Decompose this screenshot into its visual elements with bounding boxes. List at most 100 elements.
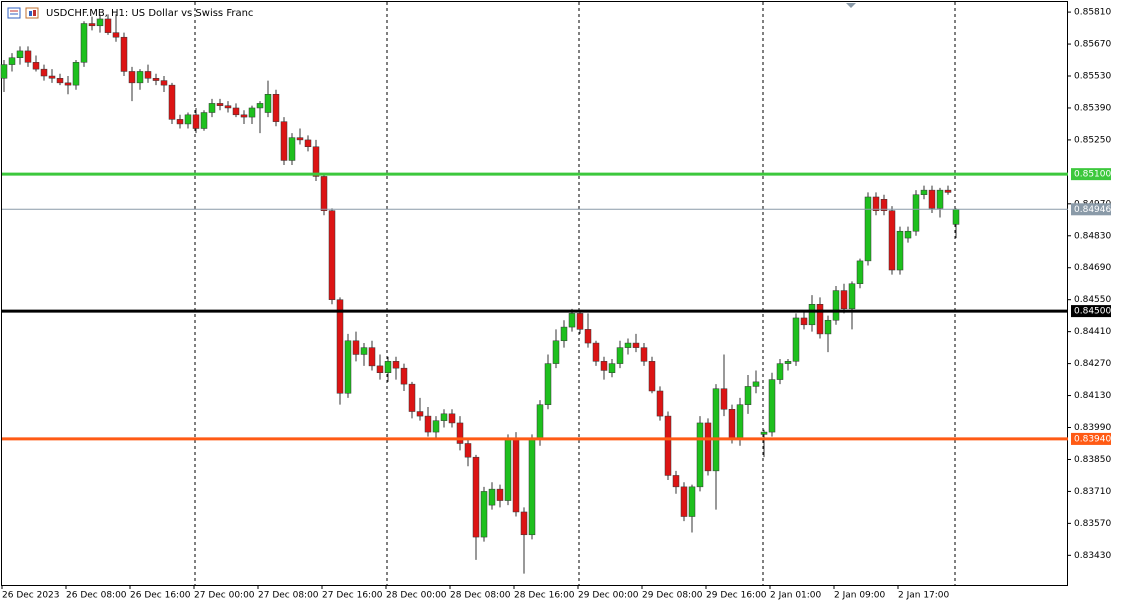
y-tick-label: 0.84130 xyxy=(1074,391,1111,401)
candle-body xyxy=(80,23,88,63)
candle-body xyxy=(440,413,448,421)
candle-body xyxy=(304,139,312,148)
candle-body xyxy=(880,199,888,211)
candle-body xyxy=(856,260,864,284)
candle-body xyxy=(328,210,336,300)
candle-body xyxy=(16,50,24,58)
candle-body xyxy=(96,18,104,27)
candle-body xyxy=(624,342,632,348)
candle-body xyxy=(904,230,912,239)
candle-body xyxy=(232,107,240,116)
candle-body xyxy=(336,299,344,394)
candle-body xyxy=(400,367,408,385)
candle-body xyxy=(680,486,688,517)
candle-body xyxy=(256,103,264,109)
candle-body xyxy=(560,326,568,342)
y-tick-label: 0.85250 xyxy=(1074,135,1111,145)
price-level-box xyxy=(1071,305,1111,318)
candle-body xyxy=(584,329,592,344)
candle-body xyxy=(152,78,160,81)
candle-body xyxy=(520,511,528,536)
candle-body xyxy=(792,317,800,362)
candle-body xyxy=(0,64,8,79)
plot-frame xyxy=(1,1,1068,586)
candle-body xyxy=(464,443,472,458)
candle-body xyxy=(392,361,400,369)
x-tick-label: 2 Jan 17:00 xyxy=(898,591,950,601)
x-tick-label: 27 Dec 16:00 xyxy=(322,591,383,601)
candle-body xyxy=(688,486,696,517)
candle-body xyxy=(216,103,224,106)
candle-body xyxy=(528,438,536,536)
candle-body xyxy=(40,68,48,77)
candle-body xyxy=(320,176,328,211)
price-level-label: 0.84946 xyxy=(1074,205,1111,215)
y-tick-label: 0.83990 xyxy=(1074,423,1111,433)
candle-body xyxy=(888,210,896,271)
candle-body xyxy=(600,361,608,371)
candle-body xyxy=(408,383,416,412)
candle-body xyxy=(88,23,96,27)
candle-body xyxy=(376,365,384,373)
candle-body xyxy=(848,283,856,310)
candle-body xyxy=(8,57,16,65)
candle-body xyxy=(752,381,760,387)
candle-body xyxy=(424,415,432,433)
candle-body xyxy=(776,363,784,380)
candle-body xyxy=(192,114,200,129)
candle-body xyxy=(936,189,944,209)
candle-body xyxy=(288,137,296,161)
candle-body xyxy=(56,78,64,84)
candle-body xyxy=(576,313,584,330)
x-tick-label: 27 Dec 00:00 xyxy=(194,591,255,601)
price-level-label: 0.84500 xyxy=(1074,307,1111,317)
candle-body xyxy=(664,415,672,476)
candle-body xyxy=(128,71,136,84)
candle-body xyxy=(864,196,872,262)
price-level-label: 0.83940 xyxy=(1074,434,1111,444)
candle-body xyxy=(168,84,176,120)
candle-body xyxy=(824,319,832,335)
candle-body xyxy=(176,119,184,125)
candle-body xyxy=(240,114,248,118)
candle-body xyxy=(352,340,360,355)
candle-body xyxy=(952,209,960,225)
candle-body xyxy=(552,340,560,364)
candle-body xyxy=(672,475,680,488)
candle-body xyxy=(928,189,936,209)
candle-body xyxy=(896,230,904,271)
candle-body xyxy=(48,75,56,79)
candle-body xyxy=(312,146,320,177)
y-tick-label: 0.85390 xyxy=(1074,103,1111,113)
x-tick-label: 2 Jan 09:00 xyxy=(834,591,886,601)
candle-body xyxy=(696,422,704,488)
price-level-box xyxy=(1071,432,1111,445)
y-tick-label: 0.83430 xyxy=(1074,551,1111,561)
candle-body xyxy=(384,361,392,373)
candle-body xyxy=(944,189,952,193)
candle-body xyxy=(640,347,648,362)
candle-body xyxy=(72,62,80,86)
candle-body xyxy=(632,342,640,348)
candle-body xyxy=(608,363,616,373)
x-tick-label: 2 Jan 01:00 xyxy=(770,591,822,601)
candle-body xyxy=(736,404,744,440)
candle-body xyxy=(512,438,520,513)
candle-body xyxy=(784,361,792,364)
icon-bar xyxy=(33,10,36,16)
candle-body xyxy=(840,290,848,310)
price-level-box xyxy=(1071,203,1111,216)
candle-body xyxy=(104,18,112,33)
y-tick-label: 0.84410 xyxy=(1074,327,1111,337)
candle-body xyxy=(184,114,192,125)
x-tick-label: 26 Dec 16:00 xyxy=(130,591,191,601)
candle-body xyxy=(296,137,304,141)
candle-body xyxy=(488,488,496,506)
candle-body xyxy=(160,80,168,86)
y-tick-label: 0.84830 xyxy=(1074,231,1111,241)
candle-body xyxy=(280,121,288,161)
candle-body xyxy=(456,422,464,444)
x-tick-label: 28 Dec 00:00 xyxy=(386,591,447,601)
